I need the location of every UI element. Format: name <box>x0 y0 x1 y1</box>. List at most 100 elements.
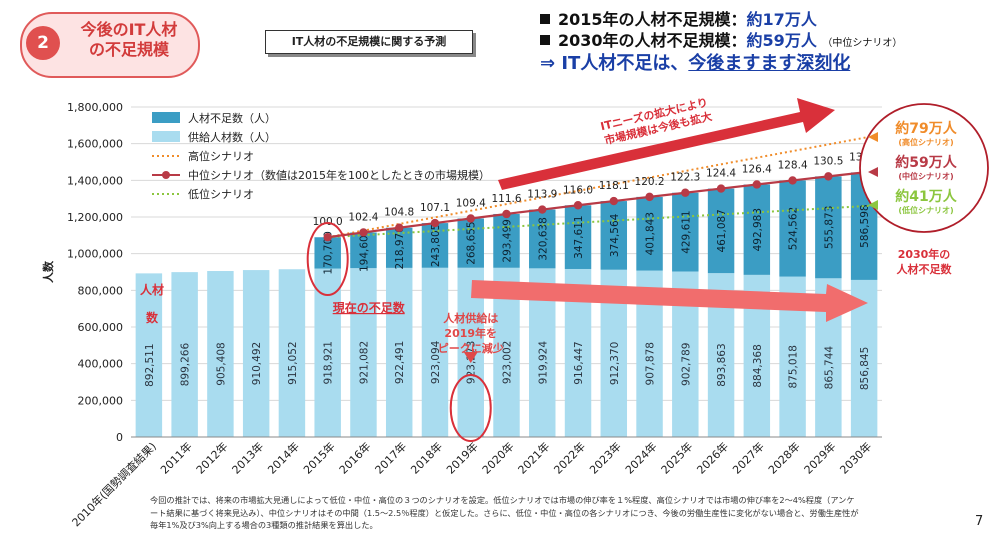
x-tick-label: 2023年 <box>586 439 623 476</box>
y-tick-label: 1,600,000 <box>67 138 123 151</box>
peak-down-arrow-icon <box>463 352 478 363</box>
supply-value-label: 923,094 <box>430 340 442 384</box>
conclusion-emphasis: 今後ますます深刻化 <box>688 53 851 74</box>
scenario-result-note: (低位シナリオ) <box>898 205 953 215</box>
supply-value-label: 910,492 <box>251 342 263 385</box>
supply-value-label: 865,744 <box>823 346 835 390</box>
footnote: 今回の推計では、将来の市場拡大見通しによって低位・中位・高位の３つのシナリオを設… <box>150 495 859 530</box>
mid-scenario-point <box>645 192 654 202</box>
high-pointer-icon <box>868 132 878 142</box>
mid-scenario-point <box>752 180 762 189</box>
scenario-result-value: 約79万人 <box>895 120 957 137</box>
market-index-label: 122.3 <box>670 172 700 184</box>
section-title-line1: 今後のIT人材 <box>80 20 178 39</box>
y-tick-label: 1,200,000 <box>67 211 123 224</box>
x-tick-label: 2014年 <box>265 439 302 476</box>
y-tick-label: 200,000 <box>78 394 124 407</box>
shortage-value-label: 555,873 <box>823 206 835 249</box>
y-tick-label: 1,800,000 <box>67 101 123 114</box>
current-shortage-label: 現在の不足数 <box>333 300 406 315</box>
market-index-label: 128.4 <box>778 159 808 171</box>
shortage-value-label: 170,700 <box>323 231 335 274</box>
market-index-label: 104.8 <box>384 207 414 219</box>
supply-value-label: 907,878 <box>645 342 657 385</box>
shortage-value-label: 586,598 <box>859 204 871 247</box>
shortage-bar <box>493 213 520 268</box>
high-scenario-line <box>327 133 883 239</box>
mid-scenario-point <box>573 201 583 210</box>
supply-bar <box>135 273 163 437</box>
y-tick-label: 1,400,000 <box>67 174 123 187</box>
mid-scenario-point <box>395 223 404 232</box>
y-axis: 0 200,000 400,000 600,000 800,000 1,000,000 1,… <box>41 101 123 444</box>
chart-subtitle: IT人材の不足規模に関する予測 <box>265 30 473 54</box>
shortage-bar <box>385 227 413 268</box>
supply-bar <box>350 268 377 437</box>
shortage-bar <box>314 237 341 269</box>
supply-value-label: 915,052 <box>287 341 299 384</box>
bullet-square-icon <box>540 35 550 45</box>
x-tick-label: 2021年 <box>515 439 552 476</box>
market-index-label: 130.5 <box>813 155 843 167</box>
scenario-result-note: (中位シナリオ) <box>898 171 953 181</box>
supply-value-label: 912,370 <box>609 342 621 385</box>
supply-value-label: 918,921 <box>323 341 335 384</box>
mid-scenario-point <box>323 233 332 242</box>
summary-2030-prefix: 2030年の人材不足規模： <box>558 31 747 50</box>
current-shortage-circle <box>306 222 349 296</box>
x-tick-label: 2016年 <box>336 439 373 476</box>
shortage-bar <box>529 209 556 269</box>
supply-value-label: 923,273 <box>466 341 478 384</box>
market-index-label: 109.4 <box>456 197 486 209</box>
mid-scenario-point <box>466 214 475 223</box>
summary-2015-prefix: 2015年の人材不足規模： <box>558 10 747 29</box>
supply-value-label: 916,447 <box>573 341 585 384</box>
legend-label: 中位シナリオ（数値は2015年を100としたときの市場規模） <box>188 168 490 182</box>
supply-value-label: 892,511 <box>144 343 156 386</box>
legend-shortage-swatch <box>152 112 180 123</box>
market-index-label: 118.1 <box>599 180 629 192</box>
shortage-value-label: 429,611 <box>680 210 692 253</box>
shortage-bar <box>779 180 806 277</box>
legend: 人材不足数（人） 供給人材数（人） 高位シナリオ中位シナリオ（数値は2015年を10… <box>152 111 490 201</box>
market-index-label: 116.0 <box>563 184 593 196</box>
y-tick-label: 400,000 <box>78 358 124 371</box>
x-tick-label: 2010年(国勢調査結果) <box>69 439 159 529</box>
supply-value-label: 899,266 <box>180 343 192 387</box>
low-pointer-icon <box>868 200 878 210</box>
peak-note-line: 人材供給は <box>443 311 498 325</box>
section-title: 今後のIT人材 の不足規模 <box>66 20 192 60</box>
x-tick-label: 2013年 <box>229 439 266 476</box>
shortage-value-label: 401,843 <box>645 212 657 255</box>
shortage-bar <box>600 201 628 270</box>
y-tick-label: 1,000,000 <box>67 248 123 261</box>
x-tick-label: 2027年 <box>729 439 766 476</box>
peak-note-line: ピークに減少 <box>438 341 504 355</box>
shortage-bar <box>672 192 699 272</box>
x-tick-label: 2025年 <box>658 439 695 476</box>
x-tick-label: 2030年 <box>837 439 874 476</box>
market-index-label: 126.4 <box>742 163 772 175</box>
x-tick-label: 2029年 <box>801 439 838 476</box>
market-index-label: 120.2 <box>635 176 665 188</box>
supply-value-label: 923,002 <box>502 341 514 384</box>
page-number: 7 <box>975 514 984 529</box>
shortage-value-label: 293,499 <box>502 219 514 262</box>
shortage-2030-line: 人材不足数 <box>897 262 953 276</box>
supply-bar <box>421 267 449 437</box>
shortage-value-label: 492,983 <box>752 208 764 251</box>
supply-value-label: 919,924 <box>537 341 549 385</box>
x-tick-label: 2022年 <box>551 439 588 476</box>
supply-bar <box>278 269 306 437</box>
summary-2015-value: 約17万人 <box>746 10 817 29</box>
shortage-bar <box>457 218 484 268</box>
summary-2030-note: （中位シナリオ） <box>822 38 903 49</box>
summary-2030-value: 約59万人 <box>746 31 817 50</box>
y-axis-label: 人数 <box>41 260 55 283</box>
section-title-line2: の不足規模 <box>88 40 169 59</box>
mid-scenario-point <box>681 188 690 197</box>
supply-value-label: 884,368 <box>752 344 764 387</box>
x-tick-label: 2012年 <box>193 439 230 476</box>
mid-scenario-point <box>788 176 797 185</box>
